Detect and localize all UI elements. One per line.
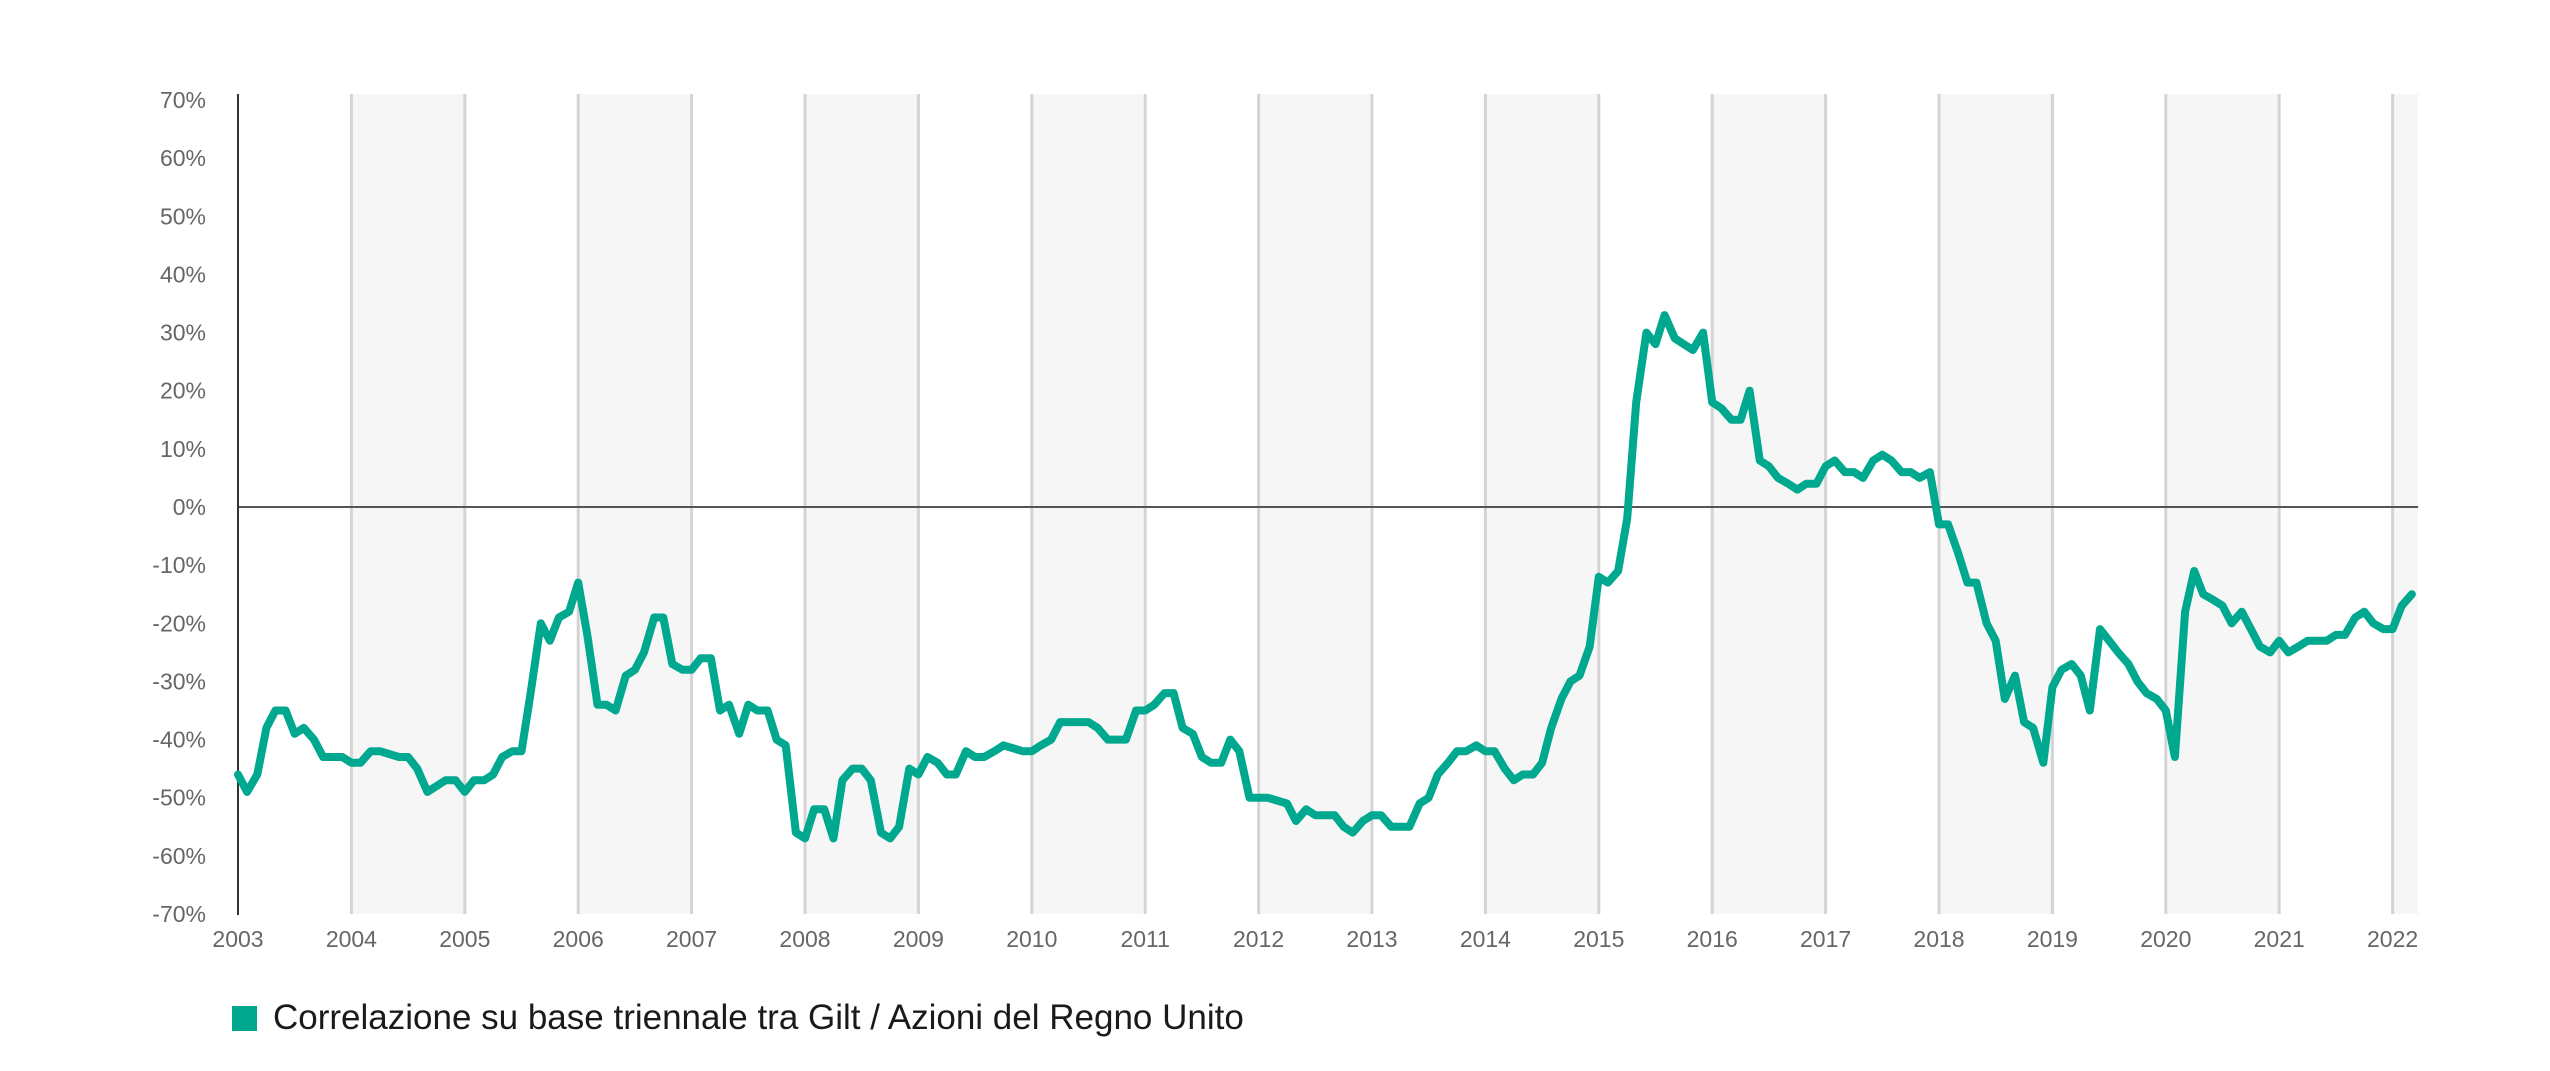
shaded-year-bands [351,94,2418,914]
y-tick-label: -10% [152,552,206,578]
shaded-band-1 [578,94,692,914]
x-tick-label: 2008 [779,926,830,952]
y-tick-label: 20% [160,378,206,404]
x-tick-label: 2003 [212,926,263,952]
legend-swatch [232,1005,257,1031]
x-tick-label: 2004 [326,926,377,952]
y-tick-label: 30% [160,320,206,346]
x-tick-label: 2013 [1346,926,1397,952]
x-tick-label: 2019 [2027,926,2078,952]
y-tick-label: -30% [152,668,206,694]
shaded-band-9 [2392,94,2418,914]
x-tick-label: 2022 [2367,926,2418,952]
shaded-band-6 [1712,94,1826,914]
shaded-band-3 [1031,94,1146,914]
y-tick-label: -50% [152,785,206,811]
x-tick-label: 2021 [2254,926,2305,952]
y-tick-label: 50% [160,203,206,229]
x-tick-labels: 2003 2004 2005 2006 2007 2008 2009 2010 2011 2012… [212,926,2418,952]
series-layer [234,311,2416,843]
y-tick-label: -60% [152,843,206,869]
x-tick-label: 2007 [666,926,717,952]
legend-label: Correlazione su base triennale tra Gilt … [273,998,1244,1037]
shaded-band-0 [351,94,465,914]
x-tick-label: 2015 [1573,926,1624,952]
y-tick-label: -20% [152,610,206,636]
shaded-band-5 [1485,94,1599,914]
y-tick-label: 40% [160,261,206,287]
x-tick-label: 2011 [1120,926,1169,952]
y-tick-label: 10% [160,436,206,462]
x-tick-label: 2014 [1460,926,1511,952]
shaded-band-8 [2165,94,2280,914]
y-tick-label: 0% [173,494,206,520]
y-tick-labels: 70% 60% 50% 40% 30% 20% 10% 0% -10% -20% -30% -40% -… [152,87,206,927]
shaded-band-7 [1939,94,2053,914]
x-tick-label: 2017 [1800,926,1851,952]
y-tick-label: 70% [160,87,206,113]
y-tick-label: 60% [160,145,206,171]
shaded-band-2 [805,94,919,914]
x-tick-label: 2012 [1233,926,1284,952]
y-tick-label: -70% [152,901,206,927]
x-tick-label: 2018 [1913,926,1964,952]
x-tick-label: 2006 [553,926,604,952]
x-tick-label: 2020 [2140,926,2191,952]
series-line-correlazione [234,311,2416,843]
shaded-band-4 [1258,94,1372,914]
x-tick-label: 2010 [1006,926,1057,952]
legend: Correlazione su base triennale tra Gilt … [232,998,1244,1038]
x-tick-label: 2005 [439,926,490,952]
y-tick-label: -40% [152,727,206,753]
x-tick-label: 2009 [893,926,944,952]
x-tick-label: 2016 [1687,926,1738,952]
